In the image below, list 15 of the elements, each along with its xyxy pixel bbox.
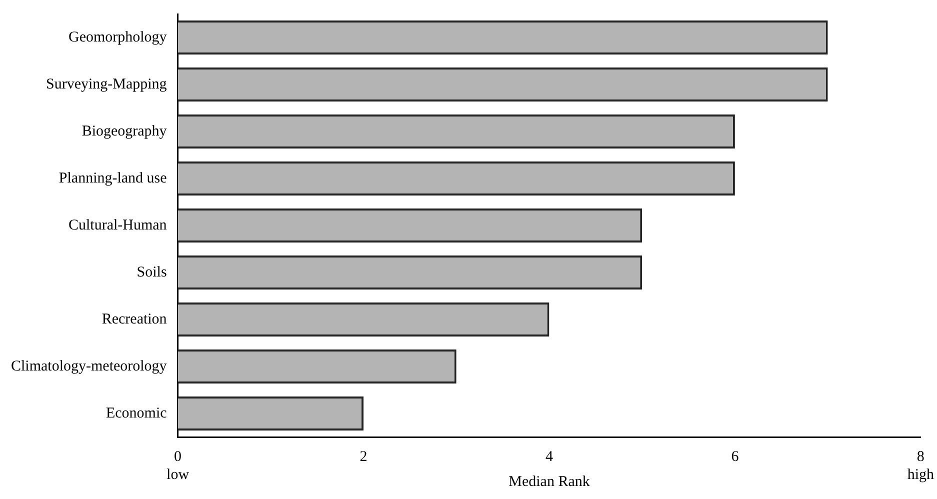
x-axis-title: Median Rank (508, 474, 590, 490)
y-tick-label: Recreation (102, 311, 168, 328)
y-tick-label: Planning-land use (58, 170, 168, 186)
y-tick-label: Geomorphology (68, 29, 168, 46)
x-tick-label: 2 (360, 448, 368, 465)
y-tick-label: Biogeography (82, 123, 168, 140)
x-tick-label: 4 (545, 448, 554, 465)
y-tick-label: Soils (136, 264, 167, 280)
x-tick-label: 8 high (907, 448, 934, 483)
y-tick-label: Surveying-Mapping (46, 76, 168, 92)
x-tick-label: 0 low (166, 448, 190, 483)
x-tick-label: 6 (731, 448, 740, 465)
y-tick-label: Economic (106, 405, 168, 422)
y-tick-label: Cultural-Human (68, 217, 168, 234)
y-tick-label: Climatology-meteorology (10, 358, 168, 374)
